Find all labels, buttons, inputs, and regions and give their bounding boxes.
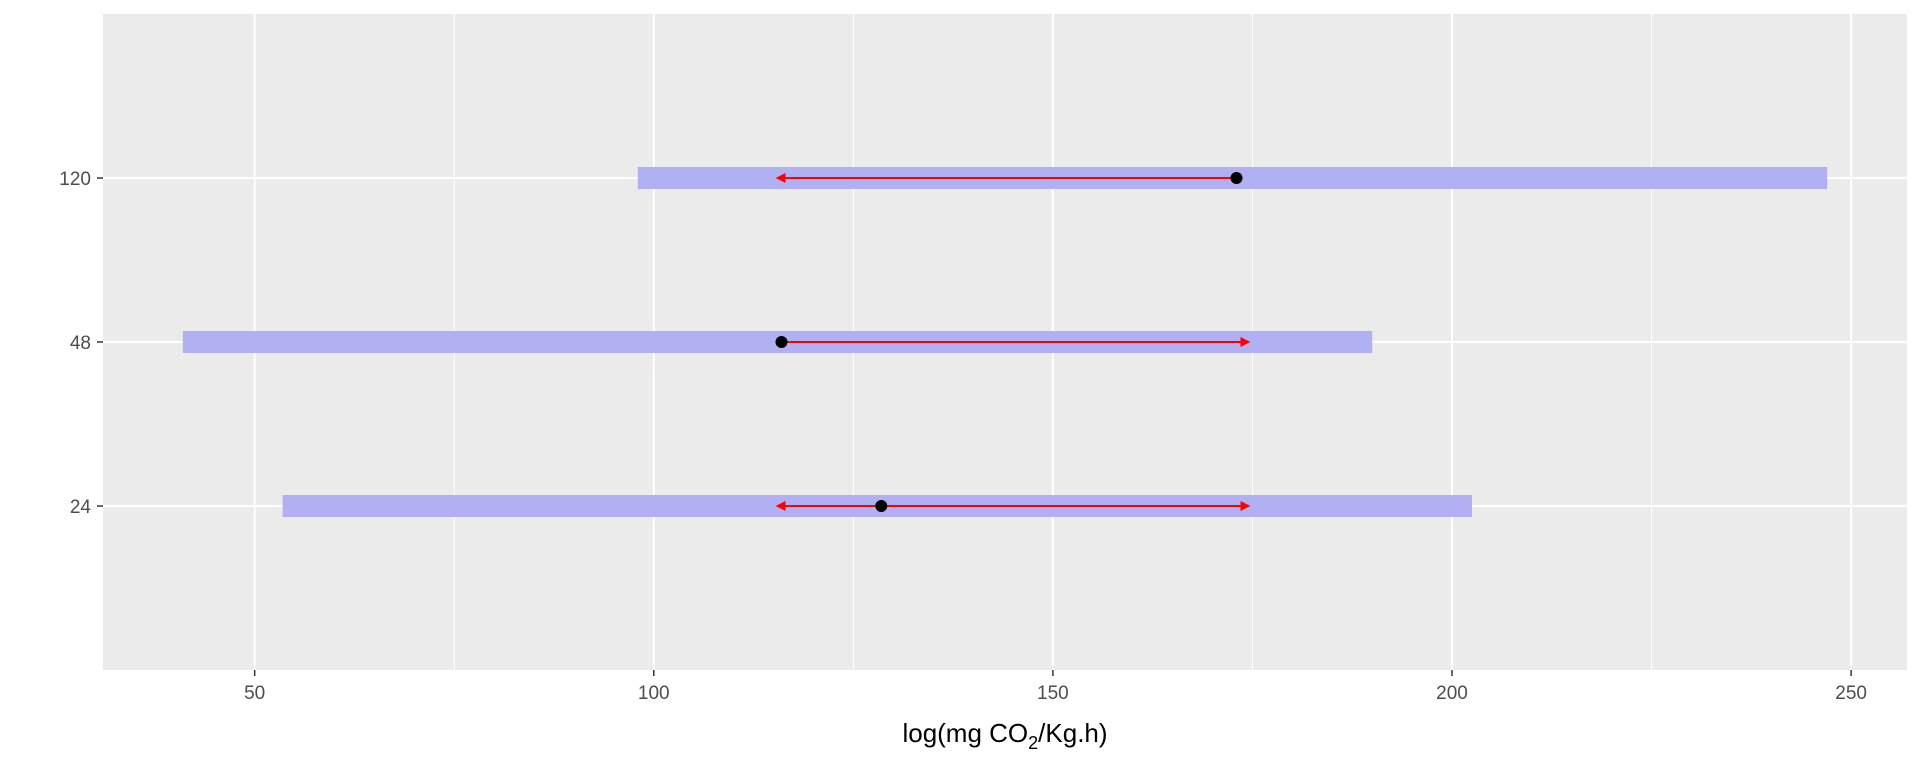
- x-axis-title-prefix: log(mg CO: [902, 718, 1028, 748]
- x-tick-label: 200: [1436, 683, 1468, 704]
- point-layer: [775, 172, 1243, 512]
- estimate-point: [875, 500, 888, 512]
- x-tick-label: 150: [1037, 683, 1069, 704]
- estimate-point: [1230, 172, 1243, 184]
- x-axis-title-suffix: /Kg.h): [1038, 718, 1107, 748]
- x-axis-title: log(mg CO2/Kg.h): [902, 718, 1107, 753]
- x-axis-title-subscript: 2: [1028, 733, 1038, 753]
- x-tick-label: 100: [638, 683, 670, 704]
- axis-layer: 50 100 150 200 250 24 48 120: [59, 169, 1867, 704]
- y-tick-label: 120: [59, 169, 91, 190]
- y-tick-label: 48: [70, 333, 91, 354]
- estimate-point: [775, 336, 788, 348]
- y-tick-label: 24: [70, 497, 92, 518]
- arrow-layer: [775, 173, 1251, 511]
- x-tick-label: 50: [244, 683, 265, 704]
- x-tick-label: 250: [1835, 683, 1867, 704]
